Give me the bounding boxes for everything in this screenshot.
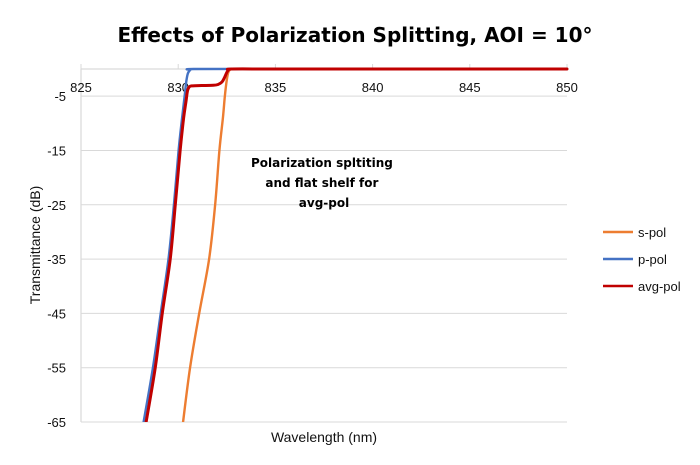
x-tick-label: 845	[459, 80, 481, 95]
annotation-line-2: and flat shelf for	[265, 176, 378, 190]
annotation-line-1: Polarization spltiting	[251, 156, 393, 170]
y-tick-label: -5	[54, 89, 66, 104]
y-tick-label: -65	[47, 415, 66, 430]
x-tick-label: 830	[167, 80, 189, 95]
x-tick-label: 835	[265, 80, 287, 95]
legend-label-p-pol: p-pol	[638, 252, 667, 267]
series-line-avg-pol	[144, 67, 569, 422]
series-line-s-pol	[181, 67, 569, 422]
x-axis: 825 830 835 840 845 850	[70, 64, 578, 95]
y-tick-label: -15	[47, 143, 66, 158]
chart-title: Effects of Polarization Splitting, AOI =…	[117, 23, 592, 47]
y-tick-label: -25	[47, 198, 66, 213]
legend-label-s-pol: s-pol	[638, 225, 666, 240]
plot-series	[142, 67, 569, 422]
legend-label-avg-pol: avg-pol	[638, 279, 681, 294]
y-axis-label: Transmittance (dB)	[27, 186, 43, 305]
annotation: Polarization spltiting and flat shelf fo…	[251, 156, 397, 210]
series-line-p-pol	[142, 67, 569, 422]
y-tick-label: -55	[47, 361, 66, 376]
y-tick-label: -45	[47, 306, 66, 321]
annotation-line-3: avg-pol	[299, 196, 349, 210]
legend: s-pol p-pol avg-pol	[603, 225, 681, 294]
x-axis-label: Wavelength (nm)	[271, 429, 377, 445]
x-tick-label: 840	[362, 80, 384, 95]
y-axis: -5 -15 -25 -35 -45 -55 -65	[47, 89, 66, 430]
x-tick-label: 850	[556, 80, 578, 95]
y-tick-label: -35	[47, 252, 66, 267]
x-tick-label: 825	[70, 80, 92, 95]
